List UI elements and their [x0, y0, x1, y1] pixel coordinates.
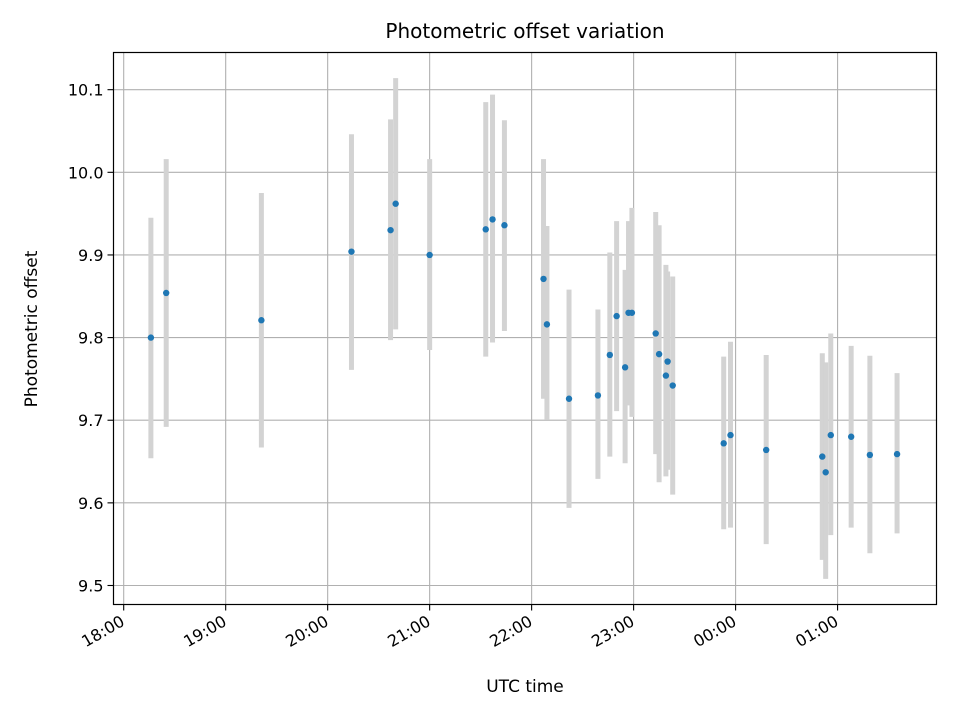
- data-point: [866, 451, 874, 459]
- data-point: [720, 440, 727, 447]
- data-point: [392, 200, 399, 207]
- data-point: [669, 382, 676, 389]
- y-tick-label: 9.9: [78, 246, 103, 265]
- data-point: [594, 392, 602, 399]
- data-point: [489, 216, 496, 223]
- data-point: [827, 431, 834, 439]
- data-point: [822, 469, 829, 476]
- data-point: [628, 309, 636, 316]
- y-tick-label: 10.1: [68, 81, 104, 100]
- data-point: [540, 275, 547, 283]
- data-point: [662, 372, 670, 379]
- data-point: [606, 351, 614, 359]
- data-points: [147, 200, 901, 476]
- data-point: [652, 330, 659, 337]
- y-tick-label: 9.5: [78, 576, 103, 595]
- x-axis-title: UTC time: [486, 677, 564, 697]
- data-point: [162, 289, 170, 297]
- data-point: [621, 364, 629, 371]
- data-point: [348, 248, 355, 255]
- data-point: [664, 358, 671, 365]
- data-point: [501, 222, 508, 229]
- y-tick-label: 10.0: [68, 163, 104, 182]
- data-point: [482, 226, 489, 233]
- y-tick-label: 9.8: [78, 329, 103, 348]
- y-axis: 9.5 9.6 9.7 9.8 9.9 10.0 10.1: [68, 81, 114, 595]
- data-point: [426, 251, 433, 259]
- data-point: [258, 317, 265, 324]
- y-tick-label: 9.6: [78, 494, 103, 513]
- data-point: [147, 334, 155, 341]
- data-point: [727, 431, 734, 439]
- y-tick-label: 9.7: [78, 411, 103, 430]
- data-point: [565, 395, 573, 402]
- data-point: [819, 453, 826, 460]
- data-point: [847, 433, 855, 440]
- data-point: [655, 350, 663, 358]
- data-point: [613, 312, 620, 320]
- y-axis-title: Photometric offset: [22, 250, 42, 407]
- data-point: [762, 446, 770, 454]
- plot-frame: [112, 51, 938, 606]
- data-point: [387, 226, 394, 234]
- data-point: [893, 450, 901, 458]
- data-point: [543, 321, 551, 328]
- chart-title: Photometric offset variation: [385, 19, 664, 43]
